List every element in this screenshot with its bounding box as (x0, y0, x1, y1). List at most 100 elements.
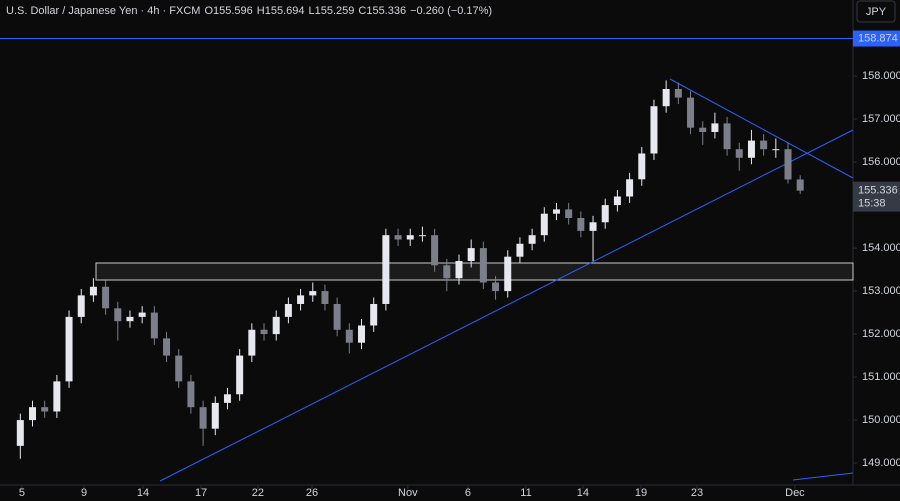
candle-body (345, 329, 353, 343)
candle-body (77, 295, 85, 317)
plot-area: 149.000 150.000 151.000 152.000 153.000 154.0… (0, 30, 900, 499)
candle-body (589, 222, 597, 231)
candle-body (89, 286, 97, 296)
x-tick-label: 11 (520, 487, 531, 499)
candle-body (53, 381, 61, 412)
candle-body (601, 205, 609, 223)
countdown-label: 15:38 (858, 198, 886, 210)
last-price-box (853, 181, 900, 212)
x-tick-label: 17 (195, 487, 207, 499)
level-price-label: 158.874 (858, 32, 898, 44)
candle-body (443, 265, 451, 279)
candle-body (626, 179, 634, 197)
candle-body (784, 149, 792, 180)
candle-body (504, 256, 512, 292)
candle-body (297, 295, 305, 304)
price-change: −0.260 (−0.17%) (410, 5, 492, 17)
support-zone (95, 262, 854, 281)
ohlc-header: O 155.596 H 155.694 L 155.259 C 155.336 −0.260 (… (204, 5, 492, 17)
candle-body (552, 209, 560, 214)
candle-body (528, 235, 536, 244)
candle-body (150, 312, 158, 339)
candle-body (309, 291, 317, 296)
ohlc-key: O (204, 5, 213, 17)
candle-body (431, 235, 439, 266)
candle-body (723, 123, 731, 150)
candle-body (382, 235, 390, 304)
candle-body (175, 355, 183, 382)
candle-body (138, 312, 146, 317)
candle-body (747, 140, 755, 158)
x-tick-label: Nov (398, 487, 418, 499)
x-tick-label: Dec (785, 487, 805, 499)
ohlc-value: 155.596 (213, 5, 253, 17)
x-tick-label: 23 (691, 487, 703, 499)
level-price-box (853, 30, 900, 47)
y-tick-label: 150.000 (862, 414, 900, 426)
falling-trendline (669, 78, 854, 179)
candle-body (418, 235, 426, 237)
candle-body (565, 209, 573, 218)
y-tick-label: 154.000 (862, 242, 900, 254)
candle-body (223, 394, 231, 403)
candle-body (16, 420, 24, 446)
candle-body (126, 316, 134, 322)
candle-body (735, 149, 743, 158)
candle-body (796, 179, 804, 191)
candle-body (687, 97, 695, 128)
candle-body (613, 196, 621, 206)
candle-body (65, 316, 73, 382)
trendline-fragment (792, 472, 854, 481)
x-tick-label: 22 (252, 487, 264, 499)
candle-body (455, 260, 463, 279)
last-price-label: 155.336 (858, 185, 898, 197)
currency-button[interactable] (856, 0, 896, 23)
candle-body (406, 235, 414, 240)
candle-body (187, 381, 195, 408)
candle-body (650, 106, 658, 154)
candle-body (394, 235, 402, 240)
candle-body (711, 123, 719, 132)
candle-body (163, 338, 171, 356)
currency-label: JPY (866, 6, 887, 18)
symbol-title: U.S. Dollar / Japanese Yen · 4h · FXCM (6, 5, 200, 17)
x-tick-label: 14 (577, 487, 589, 499)
candle-body (358, 325, 366, 343)
ohlc-value: 155.259 (315, 5, 355, 17)
x-tick-label: 14 (137, 487, 149, 499)
y-tick-label: 152.000 (862, 328, 900, 340)
candle-body (333, 303, 341, 330)
candle-body (260, 329, 268, 335)
candle-body (284, 303, 292, 317)
ohlc-key: C (358, 5, 366, 17)
candle-body (662, 89, 670, 107)
candle-body (772, 149, 780, 151)
candle-body (236, 355, 244, 395)
candle-body (467, 248, 475, 261)
rising-trendline (159, 129, 854, 482)
candle-body (492, 282, 500, 292)
candle-body (760, 140, 768, 150)
x-tick-label: 9 (81, 487, 87, 499)
candle-body (638, 153, 646, 180)
candle-body (272, 316, 280, 335)
candle-body (577, 217, 585, 231)
ohlc-value: 155.336 (366, 5, 406, 17)
candle-body (321, 291, 329, 304)
y-tick-label: 158.000 (862, 70, 900, 82)
y-tick-label: 157.000 (862, 113, 900, 125)
y-tick-label: 156.000 (862, 156, 900, 168)
candle-body (674, 89, 682, 98)
candle-body (199, 407, 207, 429)
ohlc-key: H (257, 5, 265, 17)
candle-body (516, 243, 524, 257)
ohlc-value: 155.694 (265, 5, 305, 17)
candle-body (540, 213, 548, 236)
candle-body (699, 127, 707, 132)
candle-body (248, 329, 256, 356)
candle-body (114, 308, 122, 322)
candle-body (102, 286, 110, 309)
candle-body (211, 402, 219, 429)
